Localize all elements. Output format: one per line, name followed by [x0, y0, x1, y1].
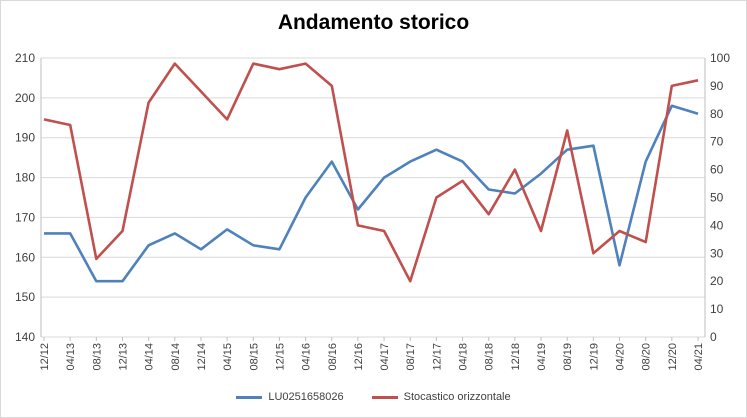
- chart-plot: 140 150 160 170 180 190 200 210 0 10 20 30 40 50 60 70 8…: [15, 51, 730, 371]
- x-tick-label: 04/20: [615, 343, 627, 371]
- x-tick-label: 08/19: [562, 343, 574, 371]
- left-tick-label: 210: [15, 51, 35, 65]
- x-tick-label: 04/18: [458, 343, 470, 371]
- x-tick-label: 04/17: [379, 343, 391, 371]
- series-line-0: [44, 104, 699, 283]
- x-tick-label: 12/19: [588, 343, 600, 371]
- x-tick-label: 12/16: [353, 343, 365, 371]
- left-tick-label: 150: [15, 290, 35, 304]
- right-tick-label: 70: [710, 135, 724, 149]
- x-tick-label: 12/15: [274, 343, 286, 371]
- legend-swatch-fund: [236, 395, 263, 399]
- x-tick-label: 04/13: [65, 343, 77, 371]
- right-tick-label: 20: [710, 274, 724, 288]
- x-tick-label: 04/15: [222, 343, 234, 371]
- right-tick-label: 30: [710, 246, 724, 260]
- legend-label-stochastic: Stocastico orizzontale: [403, 391, 511, 403]
- legend-item-stochastic: Stocastico orizzontale: [371, 391, 511, 403]
- chart-title: Andamento storico: [277, 11, 470, 34]
- legend-label-fund: LU0251658026: [268, 391, 344, 403]
- legend-item-fund: LU0251658026: [236, 391, 344, 403]
- x-tick-label: 04/19: [536, 343, 548, 371]
- right-tick-label: 40: [710, 218, 724, 232]
- left-tick-label: 140: [15, 330, 35, 344]
- left-tick-label: 190: [15, 131, 35, 145]
- x-tick-label: 12/17: [431, 343, 443, 371]
- x-tick-label: 08/14: [170, 343, 182, 371]
- x-tick-label: 12/18: [510, 343, 522, 371]
- x-tick-label: 12/13: [117, 343, 129, 371]
- series-line-1: [43, 62, 699, 283]
- right-tick-label: 100: [710, 51, 730, 65]
- right-tick-label: 0: [710, 330, 717, 344]
- legend: LU0251658026 Stocastico orizzontale: [1, 391, 746, 403]
- left-tick-label: 170: [15, 210, 35, 224]
- x-tick-label: 08/17: [405, 343, 417, 371]
- x-tick-label: 04/16: [301, 343, 313, 371]
- left-tick-label: 160: [15, 250, 35, 264]
- x-tick-label: 12/12: [39, 343, 51, 371]
- x-tick-label: 12/20: [667, 343, 679, 371]
- x-tick-label: 08/20: [641, 343, 653, 371]
- x-tick-label: 04/21: [693, 343, 705, 371]
- right-tick-label: 10: [710, 302, 724, 316]
- legend-swatch-stochastic: [371, 395, 398, 399]
- left-tick-label: 200: [15, 91, 35, 105]
- x-tick-label: 12/14: [196, 343, 208, 371]
- x-tick-label: 04/14: [144, 343, 156, 371]
- x-tick-label: 08/13: [91, 343, 103, 371]
- right-tick-label: 80: [710, 107, 724, 121]
- right-tick-label: 50: [710, 191, 724, 205]
- right-tick-label: 90: [710, 79, 724, 93]
- right-tick-label: 60: [710, 163, 724, 177]
- x-tick-label: 08/16: [327, 343, 339, 371]
- x-tick-label: 08/15: [248, 343, 260, 371]
- x-tick-label: 08/18: [484, 343, 496, 371]
- left-tick-label: 180: [15, 171, 35, 185]
